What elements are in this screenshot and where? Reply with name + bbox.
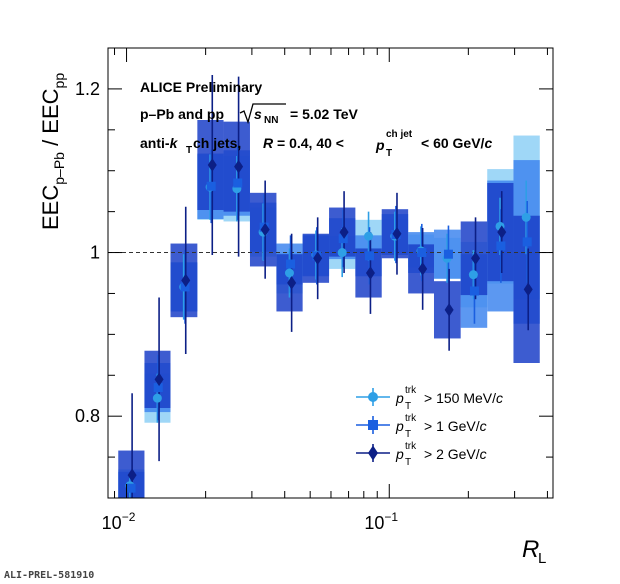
annotation-energy: p–Pb and pp: [140, 106, 224, 122]
annotation-jet-type: ch jets,: [193, 135, 241, 151]
annotation-pt-range: < 60 GeV/c: [421, 135, 492, 151]
x-tick-label: 10−2: [102, 510, 136, 533]
marker-square: [206, 181, 216, 191]
marker-circle: [337, 248, 347, 258]
marker-diamond: [418, 262, 428, 276]
marker-circle: [364, 231, 374, 241]
legend-label: > 2 GeV/c: [424, 446, 487, 462]
marker-circle: [468, 270, 478, 280]
marker-square: [522, 237, 532, 247]
legend-pt-sub: T: [405, 401, 411, 412]
marker-diamond: [234, 159, 244, 174]
legend-pt-sup: trk: [405, 413, 417, 424]
marker-circle: [284, 268, 294, 278]
y-tick-label: 1: [90, 243, 100, 263]
legend-pt-sup: trk: [405, 441, 417, 452]
marker-square: [126, 483, 136, 493]
marker-square: [443, 249, 453, 259]
marker-square: [338, 234, 348, 244]
marker-square: [233, 178, 243, 188]
marker-diamond: [260, 222, 270, 237]
marker-square: [365, 251, 375, 261]
marker-diamond: [523, 282, 533, 297]
watermark: ALI-PREL-581910: [4, 570, 95, 581]
legend-pt-sub: T: [405, 457, 411, 468]
marker-diamond: [154, 372, 164, 387]
legend-pt: p: [395, 446, 404, 462]
marker-diamond: [392, 226, 402, 241]
legend-label: > 1 GeV/c: [424, 418, 487, 434]
marker-diamond: [471, 251, 481, 266]
y-axis-title: EECp–Pb / EECpp: [38, 73, 67, 230]
annotation-kt-sub: T: [186, 145, 192, 156]
marker-square: [286, 259, 296, 269]
marker-diamond: [444, 303, 454, 317]
legend-label: > 150 MeV/c: [424, 390, 503, 406]
x-axis-title-sub: L: [538, 550, 546, 567]
legend-pt: p: [395, 418, 404, 434]
marker-square: [496, 241, 506, 251]
marker-diamond: [365, 266, 375, 280]
marker-square: [180, 282, 190, 292]
marker-square: [417, 248, 427, 258]
annotation-energy-value: = 5.02 TeV: [290, 106, 359, 122]
y-tick-label: 1.2: [75, 79, 100, 99]
marker-circle: [521, 212, 531, 222]
marker-diamond: [207, 158, 217, 172]
annotation-pt: p: [375, 137, 385, 153]
marker-diamond: [127, 468, 137, 482]
systematic-bands: [118, 120, 540, 498]
marker-diamond: [313, 251, 323, 266]
marker-diamond: [497, 225, 507, 239]
marker-square: [469, 286, 479, 296]
marker-square: [153, 383, 163, 393]
marker-circle: [368, 392, 378, 402]
data-markers: [125, 158, 533, 493]
sqrt-symbol: [239, 103, 286, 125]
legend-pt-sub: T: [405, 429, 411, 440]
annotation-pt-sup: ch jet: [386, 129, 413, 140]
marker-circle: [152, 393, 162, 403]
legend-pt: p: [395, 390, 404, 406]
legend-pt-sup: trk: [405, 385, 417, 396]
annotation-sqrt-s: s: [254, 106, 262, 122]
marker-diamond: [368, 445, 378, 461]
annotation-collaboration: ALICE Preliminary: [140, 79, 262, 95]
y-tick-label: 0.8: [75, 406, 100, 426]
annotation-jet-selection: anti-k: [140, 135, 179, 151]
marker-square: [368, 420, 378, 430]
marker-diamond: [287, 276, 297, 290]
annotation-radius: R = 0.4, 40 <: [263, 135, 344, 151]
annotation-sqrt-sub: NN: [264, 115, 278, 126]
x-tick-label: 10−1: [364, 510, 398, 533]
axis-ticks: 0.8 1 1.2 10−2 10−1: [75, 47, 553, 533]
marker-diamond: [339, 225, 349, 239]
marker-diamond: [181, 273, 191, 288]
annotation-pt-sub: T: [386, 148, 392, 159]
x-axis-title: R: [522, 536, 539, 563]
